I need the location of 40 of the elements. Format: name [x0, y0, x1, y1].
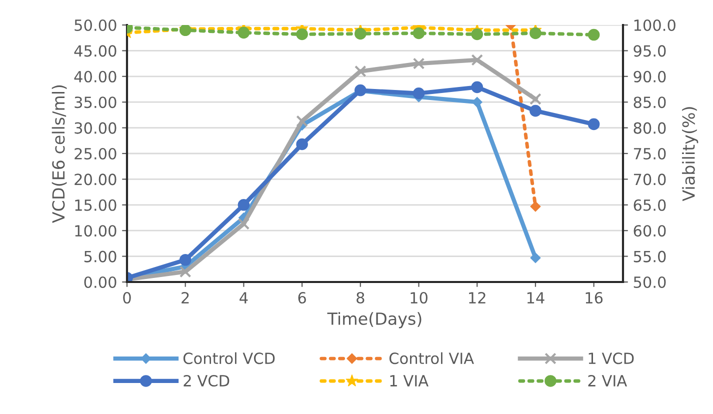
y-axis-title: VCD(E6 cells/ml) — [52, 85, 67, 223]
y-tick-label: 40.00 — [74, 70, 116, 82]
y-tick-label: 30.00 — [74, 122, 116, 134]
legend-label: 1 VIA — [390, 375, 428, 386]
x-tick-label: 12 — [469, 292, 486, 304]
legend-label: Control VCD — [183, 352, 275, 364]
legend-label: 2 VCD — [184, 374, 230, 387]
y2-tick-label: 100.0 — [634, 19, 676, 32]
y2-axis-title: Viability(%) — [682, 107, 698, 202]
y2-tick-label: 60.0 — [634, 225, 666, 237]
x-axis-title: Time(Days) — [327, 312, 422, 328]
y2-tick-label: 70.0 — [634, 174, 666, 186]
y-tick-label: 50.00 — [74, 19, 116, 32]
x-tick-label: 14 — [527, 292, 544, 304]
y-tick-label: 5.00 — [84, 250, 116, 262]
y-tick-label: 25.00 — [74, 148, 116, 160]
x-tick-label: 8 — [356, 292, 364, 304]
legend-label: 2 VIA — [588, 374, 628, 386]
legend-label: Control VIA — [389, 352, 474, 364]
y2-tick-label: 50.0 — [634, 276, 666, 288]
x-tick-label: 16 — [586, 292, 603, 304]
y2-tick-label: 65.0 — [634, 199, 666, 211]
legend-label: 1 VCD — [588, 352, 634, 364]
y2-tick-label: 80.0 — [634, 122, 666, 134]
x-tick-label: 0 — [123, 292, 131, 304]
x-tick-label: 2 — [182, 292, 189, 304]
y-tick-label: 45.00 — [74, 45, 116, 57]
y-tick-label: 35.00 — [74, 96, 116, 108]
y2-tick-label: 75.0 — [634, 148, 666, 160]
y2-tick-label: 85.0 — [634, 96, 666, 108]
y2-tick-label: 90.0 — [634, 70, 666, 82]
x-tick-label: 4 — [240, 292, 248, 304]
x-tick-label: 10 — [410, 292, 428, 304]
y-tick-label: 15.00 — [75, 199, 116, 211]
y2-tick-label: 95.0 — [634, 45, 666, 57]
y-tick-label: 10.00 — [75, 225, 116, 237]
x-tick-label: 6 — [298, 292, 306, 304]
y2-tick-label: 55.0 — [634, 250, 666, 262]
y-tick-label: 0.00 — [84, 276, 116, 288]
y-tick-label: 20.00 — [74, 174, 116, 186]
